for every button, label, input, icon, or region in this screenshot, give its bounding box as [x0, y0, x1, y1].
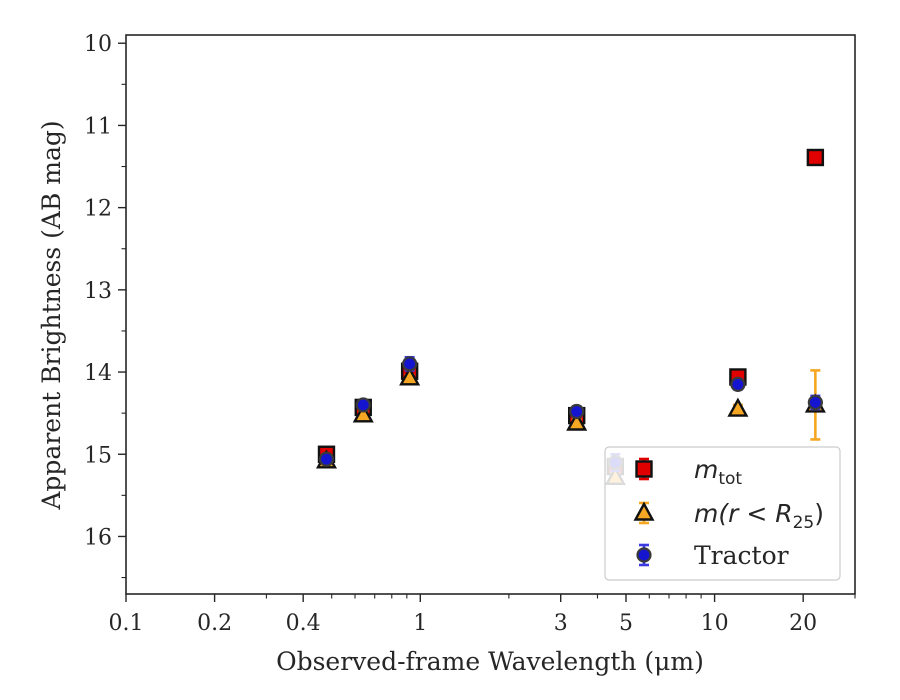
data-point-square: [806, 148, 825, 167]
legend-label: Tractor: [694, 541, 789, 570]
data-point-circle: [318, 451, 335, 467]
data-point-circle: [355, 397, 371, 413]
legend-marker-square: [635, 460, 653, 478]
data-point-circle: [569, 403, 585, 420]
legend-label-main: m(r < R: [694, 499, 793, 528]
data-point-triangle: [399, 366, 421, 386]
legend-marker-triangle: [633, 501, 655, 521]
legend-box: [604, 446, 841, 581]
data-point-triangle: [727, 397, 749, 417]
legend: mtot m(r < R25) Tractor: [604, 446, 841, 581]
x-tick-label: 3: [554, 611, 568, 636]
x-tick-label: 0.2: [197, 611, 232, 636]
legend-label-main: Tractor: [694, 541, 789, 570]
y-axis: 10 11 12 13 14 15 16: [84, 32, 126, 579]
legend-label-tail: ): [814, 499, 824, 528]
y-tick-label: 12: [84, 197, 112, 222]
data-point-triangle: [352, 403, 374, 423]
legend-label-main: m: [694, 455, 718, 484]
legend-label: m(r < R25): [694, 499, 824, 533]
data-point-triangle: [566, 411, 588, 431]
x-tick-label: 0.4: [286, 611, 321, 636]
x-tick-label: 20: [789, 611, 817, 636]
legend-marker-circle: [636, 547, 652, 563]
legend-label: mtot: [694, 455, 742, 489]
y-tick-label: 13: [84, 279, 112, 304]
x-axis: 0.1 0.2 0.4 1 3 5 10 20: [109, 594, 856, 636]
x-tick-label: 5: [619, 611, 633, 636]
y-axis-title: Apparent Brightness (AB mag): [37, 120, 66, 510]
plot-frame: [125, 34, 856, 595]
y-tick-label: 16: [84, 525, 112, 550]
y-tick-label: 11: [84, 114, 112, 139]
legend-label-sub: tot: [718, 469, 742, 489]
data-point-circle: [807, 394, 823, 411]
y-tick-label: 15: [84, 443, 112, 468]
data-point-circle: [402, 356, 418, 372]
y-tick-label: 14: [84, 361, 112, 386]
x-axis-title: Observed-frame Wavelength (μm): [276, 647, 704, 676]
x-tick-label: 0.1: [109, 611, 144, 636]
y-tick-label: 10: [84, 32, 112, 57]
data-point-circle: [730, 376, 746, 392]
x-tick-label: 10: [701, 611, 729, 636]
chart-marks: [315, 148, 826, 485]
legend-label-sub: 25: [793, 513, 815, 533]
x-tick-label: 1: [413, 611, 427, 636]
